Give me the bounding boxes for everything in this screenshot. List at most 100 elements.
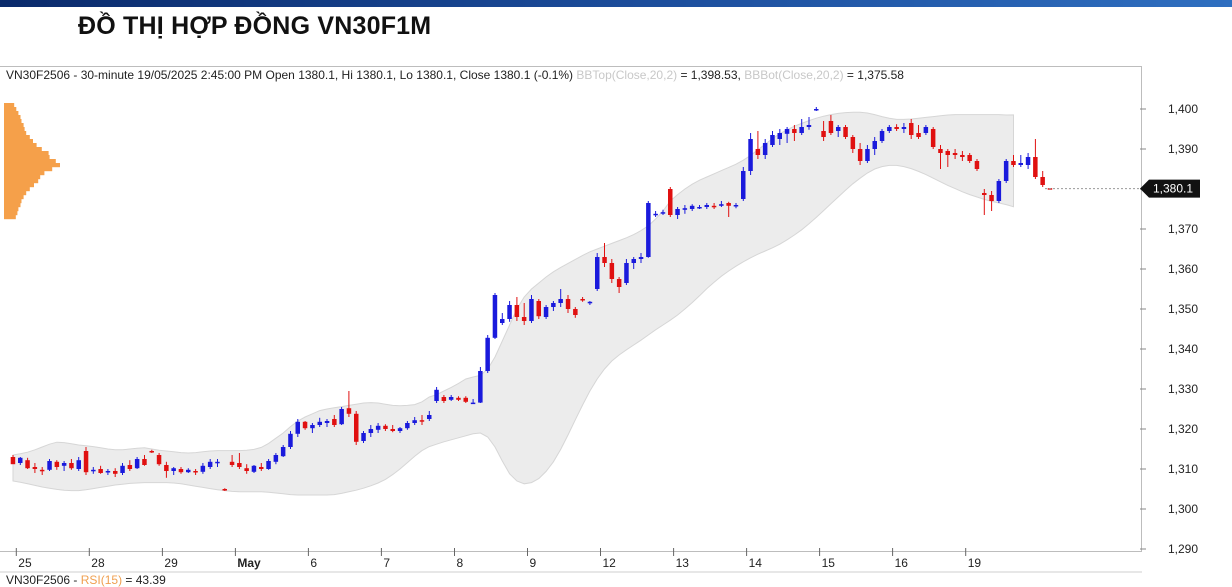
- candle-body[interactable]: [149, 451, 155, 453]
- candle-body[interactable]: [405, 423, 410, 429]
- candle-body[interactable]: [91, 469, 96, 472]
- candle-body[interactable]: [521, 317, 527, 321]
- candle-body[interactable]: [646, 203, 651, 257]
- candle-body[interactable]: [543, 307, 549, 317]
- candle-body[interactable]: [697, 207, 702, 209]
- candle-body[interactable]: [47, 461, 52, 470]
- candle-body[interactable]: [448, 397, 454, 400]
- candle-body[interactable]: [660, 212, 666, 214]
- candle-body[interactable]: [587, 301, 593, 304]
- candle-body[interactable]: [76, 460, 82, 469]
- candle-body[interactable]: [251, 465, 257, 472]
- candle-body[interactable]: [748, 139, 753, 171]
- candle-body[interactable]: [105, 471, 111, 473]
- candle-body[interactable]: [573, 309, 578, 315]
- candle-body[interactable]: [1018, 163, 1024, 165]
- candle-body[interactable]: [142, 459, 147, 465]
- candle-body[interactable]: [616, 279, 622, 287]
- candle-body[interactable]: [529, 299, 534, 321]
- candle-body[interactable]: [375, 425, 381, 430]
- candle-body[interactable]: [164, 465, 169, 471]
- candle-body[interactable]: [266, 461, 271, 469]
- candle-body[interactable]: [602, 257, 607, 263]
- candle-body[interactable]: [777, 133, 783, 139]
- candle-body[interactable]: [733, 205, 739, 207]
- candle-body[interactable]: [668, 189, 673, 215]
- candle-body[interactable]: [390, 429, 396, 431]
- candle-body[interactable]: [923, 127, 929, 133]
- candle-body[interactable]: [755, 149, 761, 155]
- candle-body[interactable]: [631, 259, 637, 263]
- candle-body[interactable]: [193, 471, 198, 473]
- candle-body[interactable]: [799, 127, 804, 133]
- candle-body[interactable]: [186, 469, 191, 473]
- candle-body[interactable]: [463, 397, 469, 402]
- candle-body[interactable]: [580, 299, 585, 301]
- candle-body[interactable]: [901, 127, 907, 129]
- candle-body[interactable]: [295, 421, 301, 434]
- candle-body[interactable]: [288, 433, 293, 447]
- candle-body[interactable]: [551, 303, 556, 307]
- candle-body[interactable]: [39, 469, 45, 472]
- candle-body[interactable]: [711, 205, 717, 208]
- candle-body[interactable]: [427, 415, 432, 419]
- candle-body[interactable]: [302, 421, 308, 429]
- candle-body[interactable]: [156, 455, 162, 465]
- candle-body[interactable]: [762, 143, 768, 155]
- candle-body[interactable]: [485, 337, 490, 371]
- candle-body[interactable]: [120, 465, 125, 473]
- candle-body[interactable]: [470, 402, 476, 405]
- candle-body[interactable]: [361, 433, 366, 441]
- candle-body[interactable]: [595, 257, 600, 289]
- candle-body[interactable]: [280, 447, 286, 457]
- candle-body[interactable]: [843, 127, 848, 137]
- candle-body[interactable]: [857, 149, 863, 161]
- candle-body[interactable]: [18, 457, 23, 463]
- candle-body[interactable]: [916, 133, 921, 137]
- candle-body[interactable]: [368, 429, 374, 433]
- candle-body[interactable]: [207, 461, 213, 467]
- candle-body[interactable]: [850, 137, 856, 149]
- candle-body[interactable]: [996, 181, 1002, 201]
- candle-body[interactable]: [945, 151, 951, 155]
- candle-body[interactable]: [456, 397, 461, 400]
- candle-body[interactable]: [989, 195, 994, 201]
- candle-body[interactable]: [726, 203, 731, 206]
- candle-body[interactable]: [61, 463, 67, 466]
- candle-body[interactable]: [792, 129, 797, 133]
- candle-body[interactable]: [441, 397, 447, 401]
- candle-body[interactable]: [397, 428, 403, 431]
- candle-body[interactable]: [814, 109, 819, 111]
- candle-body[interactable]: [69, 463, 74, 469]
- candle-body[interactable]: [339, 409, 344, 425]
- candle-body[interactable]: [434, 389, 439, 401]
- candle-body[interactable]: [310, 425, 315, 429]
- candle-body[interactable]: [609, 263, 615, 279]
- candle-body[interactable]: [412, 420, 417, 423]
- candle-body[interactable]: [1025, 157, 1031, 165]
- candle-body[interactable]: [836, 127, 841, 131]
- candle-body[interactable]: [624, 263, 629, 283]
- candle-body[interactable]: [32, 467, 38, 469]
- candle-body[interactable]: [821, 131, 826, 137]
- candle-body[interactable]: [354, 413, 359, 442]
- candle-body[interactable]: [930, 129, 936, 147]
- candle-body[interactable]: [54, 461, 60, 467]
- candle-body[interactable]: [784, 129, 790, 134]
- candle-body[interactable]: [25, 460, 30, 469]
- candle-body[interactable]: [828, 121, 834, 133]
- candle-body[interactable]: [127, 465, 133, 469]
- candle-body[interactable]: [565, 299, 571, 309]
- candle-body[interactable]: [171, 468, 176, 471]
- candle-body[interactable]: [719, 204, 724, 206]
- candle-body[interactable]: [682, 208, 688, 210]
- candle-body[interactable]: [967, 155, 972, 161]
- candle-body[interactable]: [1033, 157, 1038, 177]
- candle-body[interactable]: [134, 459, 140, 469]
- candle-body[interactable]: [1011, 161, 1016, 165]
- candle-body[interactable]: [259, 467, 264, 469]
- candle-body[interactable]: [113, 471, 118, 474]
- candle-body[interactable]: [952, 153, 958, 155]
- candle-body[interactable]: [98, 469, 103, 473]
